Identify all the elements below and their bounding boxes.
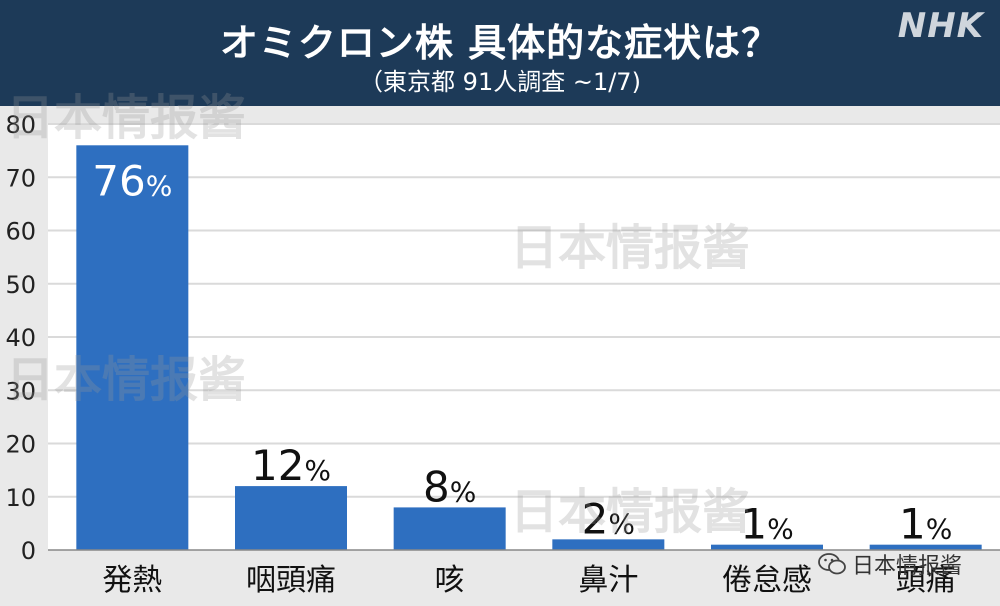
data-label-value: 1 [740, 500, 767, 549]
x-tick-label: 咳 [435, 563, 465, 598]
bar [76, 145, 189, 551]
y-tick-label: 20 [5, 431, 36, 459]
x-tick-label: 鼻汁 [578, 563, 638, 598]
y-tick-label: 40 [5, 324, 36, 352]
data-label: 1% [740, 500, 793, 549]
data-label-suffix: % [926, 513, 953, 546]
data-label-value: 1 [899, 500, 926, 549]
y-tick-label: 0 [21, 537, 36, 565]
data-label-suffix: % [450, 475, 477, 508]
y-tick-label: 50 [5, 271, 36, 299]
x-tick-label: 咽頭痛 [246, 563, 336, 598]
chart-subtitle: （東京都 91人調査 ~1/7) [359, 68, 641, 96]
header-bar: オミクロン株 具体的な症状は？ （東京都 91人調査 ~1/7) NHK [0, 0, 1000, 106]
bar [711, 544, 823, 550]
bar [552, 539, 665, 550]
wechat-icon [818, 553, 846, 575]
data-label-value: 76 [92, 156, 145, 205]
x-tick-label: 倦怠感 [722, 563, 812, 598]
y-tick-label: 80 [5, 111, 36, 139]
y-tick-label: 10 [5, 484, 36, 512]
y-tick-label: 30 [5, 377, 36, 405]
y-tick-label: 70 [5, 164, 36, 192]
data-label-value: 2 [582, 494, 609, 543]
x-tick-label: 頭痛 [896, 563, 956, 598]
wechat-label: 日本情报酱 [852, 554, 963, 579]
nhk-logo: NHK [897, 6, 984, 46]
data-label: 12% [251, 441, 331, 490]
x-tick-label: 発熱 [102, 563, 162, 598]
data-label: 76% [92, 156, 172, 205]
bar [869, 544, 982, 550]
bar [393, 507, 506, 550]
data-label: 1% [899, 500, 952, 549]
data-label: 2% [582, 494, 635, 543]
data-label-suffix: % [767, 513, 794, 546]
data-label: 8% [423, 462, 476, 511]
bar [235, 486, 347, 550]
data-label-suffix: % [608, 507, 635, 540]
data-label-value: 8 [423, 462, 450, 511]
data-label-suffix: % [146, 169, 173, 202]
chart-title: オミクロン株 具体的な症状は？ [219, 21, 781, 65]
data-label-value: 12 [251, 441, 304, 490]
wechat-account: 日本情报酱 [818, 548, 962, 580]
data-label-suffix: % [304, 454, 331, 487]
y-tick-label: 60 [5, 218, 36, 246]
